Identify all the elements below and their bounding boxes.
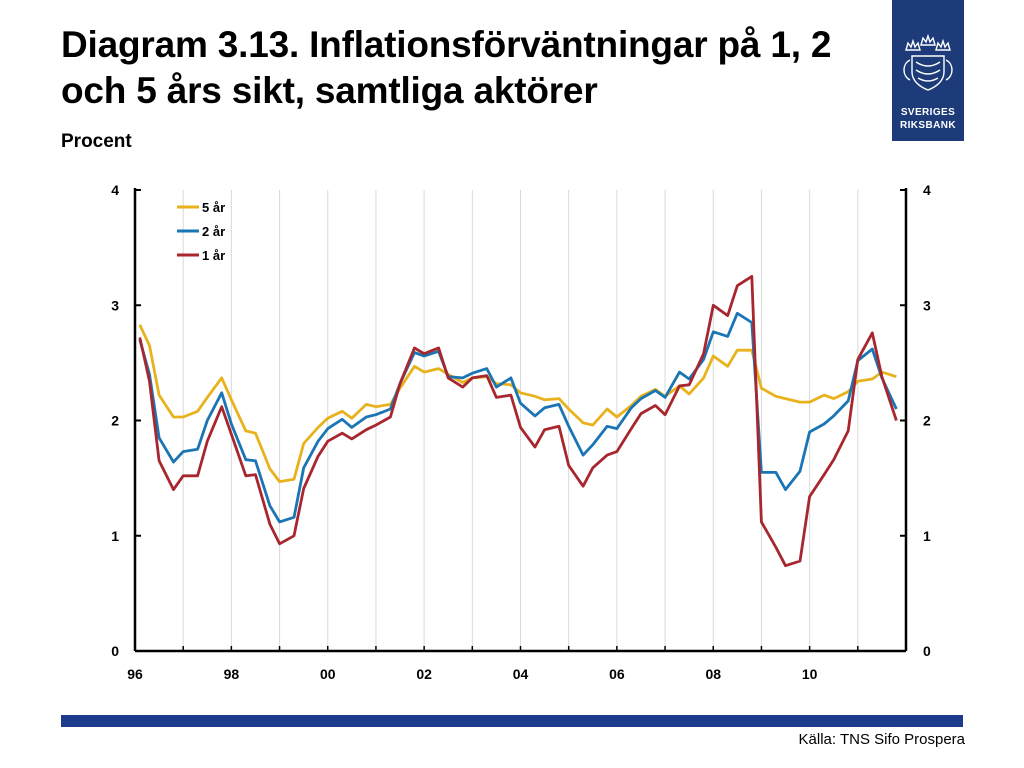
y-tick-label-right: 4 <box>923 182 931 198</box>
logo-text-line1: SVERIGES <box>900 107 956 118</box>
logo-text-line2: RIKSBANK <box>900 120 956 131</box>
series-line-1 <box>138 324 897 484</box>
y-tick-label-left: 2 <box>111 413 119 429</box>
series-line-2 <box>138 311 898 524</box>
y-tick-label-left: 0 <box>111 643 119 659</box>
y-tick-label-right: 1 <box>923 528 931 544</box>
legend-label: 2 år <box>202 224 225 239</box>
source-note: Källa: TNS Sifo Prospera <box>798 731 965 748</box>
line-chart: 0 1 2 3 4 0 1 2 3 4 96 98 00 02 04 06 08 10 5 år 2 år 1 år <box>111 182 931 682</box>
x-tick-label: 02 <box>416 666 432 682</box>
x-tick-label: 06 <box>609 666 625 682</box>
footer-bar <box>61 715 963 727</box>
y-tick-label-right: 0 <box>923 643 931 659</box>
x-tick-label: 96 <box>127 666 143 682</box>
y-tick-label-left: 4 <box>111 182 119 198</box>
x-tick-label: 10 <box>802 666 818 682</box>
x-tick-label: 08 <box>705 666 721 682</box>
y-tick-label-right: 2 <box>923 413 931 429</box>
chart-title: Diagram 3.13. Inflationsförväntningar på… <box>61 24 832 111</box>
y-tick-label-right: 3 <box>923 297 931 313</box>
x-tick-label: 00 <box>320 666 336 682</box>
y-tick-label-left: 1 <box>111 528 119 544</box>
series-line-3 <box>138 274 898 568</box>
x-tick-label: 98 <box>224 666 240 682</box>
x-tick-label: 04 <box>513 666 529 682</box>
y-tick-label-left: 3 <box>111 297 119 313</box>
legend-label: 1 år <box>202 248 225 263</box>
legend-label: 5 år <box>202 200 225 215</box>
riksbank-logo: SVERIGES RIKSBANK <box>892 0 964 141</box>
crown-seal-icon <box>903 33 953 91</box>
chart-subtitle: Procent <box>61 131 132 152</box>
